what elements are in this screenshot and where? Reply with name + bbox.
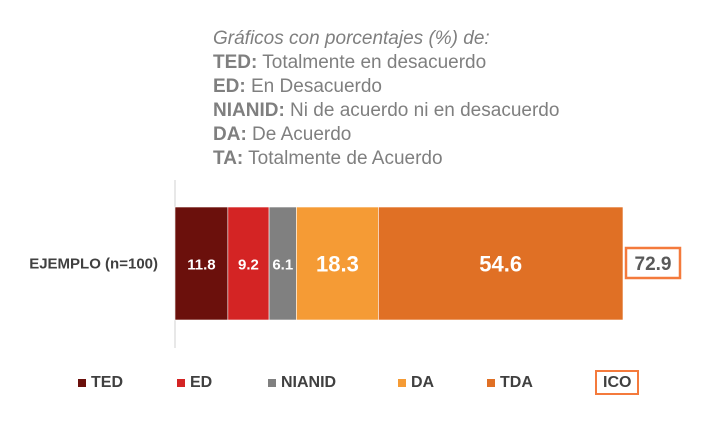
legend-item-tda: TDA — [487, 374, 533, 392]
legend-label: ED — [190, 374, 212, 392]
legend-swatch — [177, 379, 185, 387]
legend-label: TDA — [500, 374, 533, 392]
legend-item-ted: TED — [78, 374, 123, 392]
legend-item-da: DA — [398, 374, 434, 392]
data-label-da: 18.3 — [316, 252, 359, 277]
legend-label: TED — [91, 374, 123, 392]
legend-swatch — [268, 379, 276, 387]
legend-swatch — [398, 379, 406, 387]
data-label-ted: 11.8 — [187, 257, 215, 274]
data-label-ed: 9.2 — [238, 257, 259, 274]
legend-item-nianid: NIANID — [268, 374, 336, 392]
data-label-tda: 54.6 — [479, 252, 522, 277]
ico-value-label: 72.9 — [635, 254, 672, 275]
legend-label: NIANID — [281, 374, 336, 392]
chart-legend: TED ED NIANID DA TDA ICO — [0, 370, 720, 400]
legend-swatch — [487, 379, 495, 387]
data-label-nianid: 6.1 — [272, 257, 293, 274]
legend-item-ico: ICO — [595, 370, 639, 395]
legend-item-ed: ED — [177, 374, 212, 392]
category-label: EJEMPLO (n=100) — [29, 256, 158, 273]
legend-swatch — [78, 379, 86, 387]
legend-label: DA — [411, 374, 434, 392]
